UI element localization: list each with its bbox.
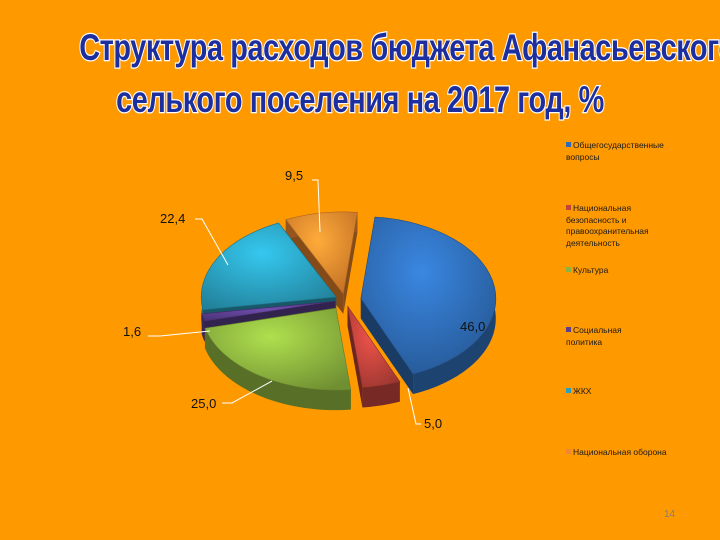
leader-line-5	[312, 179, 321, 233]
legend-swatch-3	[566, 327, 571, 332]
legend-item-0: Общегосударственные вопросы	[566, 140, 716, 163]
legend-label-2: Культура	[573, 265, 609, 275]
slide-title-line2: селького поселения на 2017 год, %	[115, 78, 605, 122]
legend-item-5: Национальная оборона	[566, 447, 716, 459]
page-number: 14	[664, 509, 676, 520]
data-label-2: 25,0	[191, 396, 216, 411]
legend-item-1: Национальная безопасность и правоохранител…	[566, 203, 716, 249]
slide-title-line1: Структура расходов бюджета Афанасьевског…	[78, 26, 720, 70]
pie-slice-0	[360, 216, 497, 375]
legend-label-4: ЖКХ	[573, 386, 592, 396]
legend-label-1: Национальная безопасность и правоохранител…	[566, 203, 649, 248]
legend-label-5: Национальная оборона	[573, 447, 667, 457]
pie-slice-3	[201, 300, 336, 322]
data-label-3: 1,6	[123, 324, 141, 339]
leader-line-4	[195, 218, 229, 266]
leader-line-3	[148, 330, 211, 337]
legend-item-2: Культура	[566, 265, 716, 277]
legend-item-3: Социальная политика	[566, 325, 716, 348]
slide-title: Структура расходов бюджета Афанасьевског…	[78, 22, 720, 126]
legend-swatch-5	[566, 449, 571, 454]
data-label-5: 9,5	[285, 168, 303, 183]
legend-swatch-0	[566, 142, 571, 147]
pie-slice-1	[347, 305, 401, 388]
legend-swatch-1	[566, 205, 571, 210]
legend-swatch-4	[566, 388, 571, 393]
legend-item-4: ЖКХ	[566, 386, 716, 398]
data-label-1: 5,0	[424, 416, 442, 431]
leader-line-1	[407, 387, 421, 425]
legend-label-0: Общегосударственные вопросы	[566, 140, 664, 162]
legend-label-3: Социальная политика	[566, 325, 622, 347]
legend-swatch-2	[566, 267, 571, 272]
pie-slice-2	[204, 307, 352, 391]
data-label-4: 22,4	[160, 211, 185, 226]
pie-slice-5	[285, 211, 358, 295]
data-label-0: 46,0	[460, 319, 485, 334]
pie-slice-4	[200, 222, 337, 311]
leader-line-2	[222, 380, 273, 404]
